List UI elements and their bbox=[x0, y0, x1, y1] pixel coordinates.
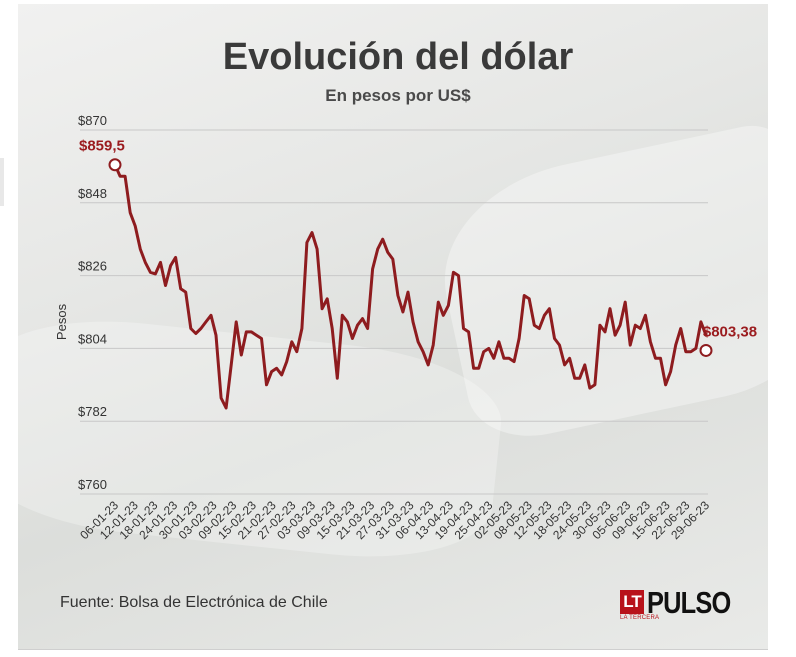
y-tick-label: $848 bbox=[78, 186, 107, 201]
side-tab bbox=[0, 158, 4, 206]
chart-title: Evolución del dólar bbox=[222, 36, 574, 78]
la-tercera-pulso-logo: LT LA TERCERA PULSO bbox=[620, 585, 731, 622]
x-axis-ticks: 06-01-2312-01-2318-01-2324-01-2330-01-23… bbox=[77, 498, 712, 542]
annotation-marker bbox=[699, 343, 713, 357]
y-tick-label: $870 bbox=[78, 113, 107, 128]
logo-tagline: LA TERCERA bbox=[620, 615, 660, 621]
logo-lt-mark: LT bbox=[620, 590, 644, 614]
annotation-label: $859,5 bbox=[79, 138, 125, 155]
y-axis-label: Pesos bbox=[54, 303, 69, 340]
chart-card bbox=[18, 4, 768, 650]
source-note: Fuente: Bolsa de Electrónica de Chile bbox=[60, 594, 328, 611]
y-tick-label: $804 bbox=[78, 331, 107, 346]
annotation-label: $803,38 bbox=[703, 323, 757, 340]
y-tick-label: $826 bbox=[78, 259, 107, 274]
series-group bbox=[113, 163, 708, 410]
logo-brand: PULSO bbox=[647, 585, 731, 620]
gridlines bbox=[80, 129, 708, 495]
y-tick-label: $760 bbox=[78, 477, 107, 492]
y-tick-label: $782 bbox=[78, 404, 107, 419]
annotations: $859,5 $803,38 bbox=[79, 138, 757, 357]
chart-subtitle: En pesos por US$ bbox=[325, 86, 471, 105]
y-axis-ticks: $870 $848 $826 $804 $782 $760 bbox=[78, 113, 107, 492]
annotation-marker bbox=[108, 158, 122, 172]
series-line bbox=[113, 163, 708, 410]
